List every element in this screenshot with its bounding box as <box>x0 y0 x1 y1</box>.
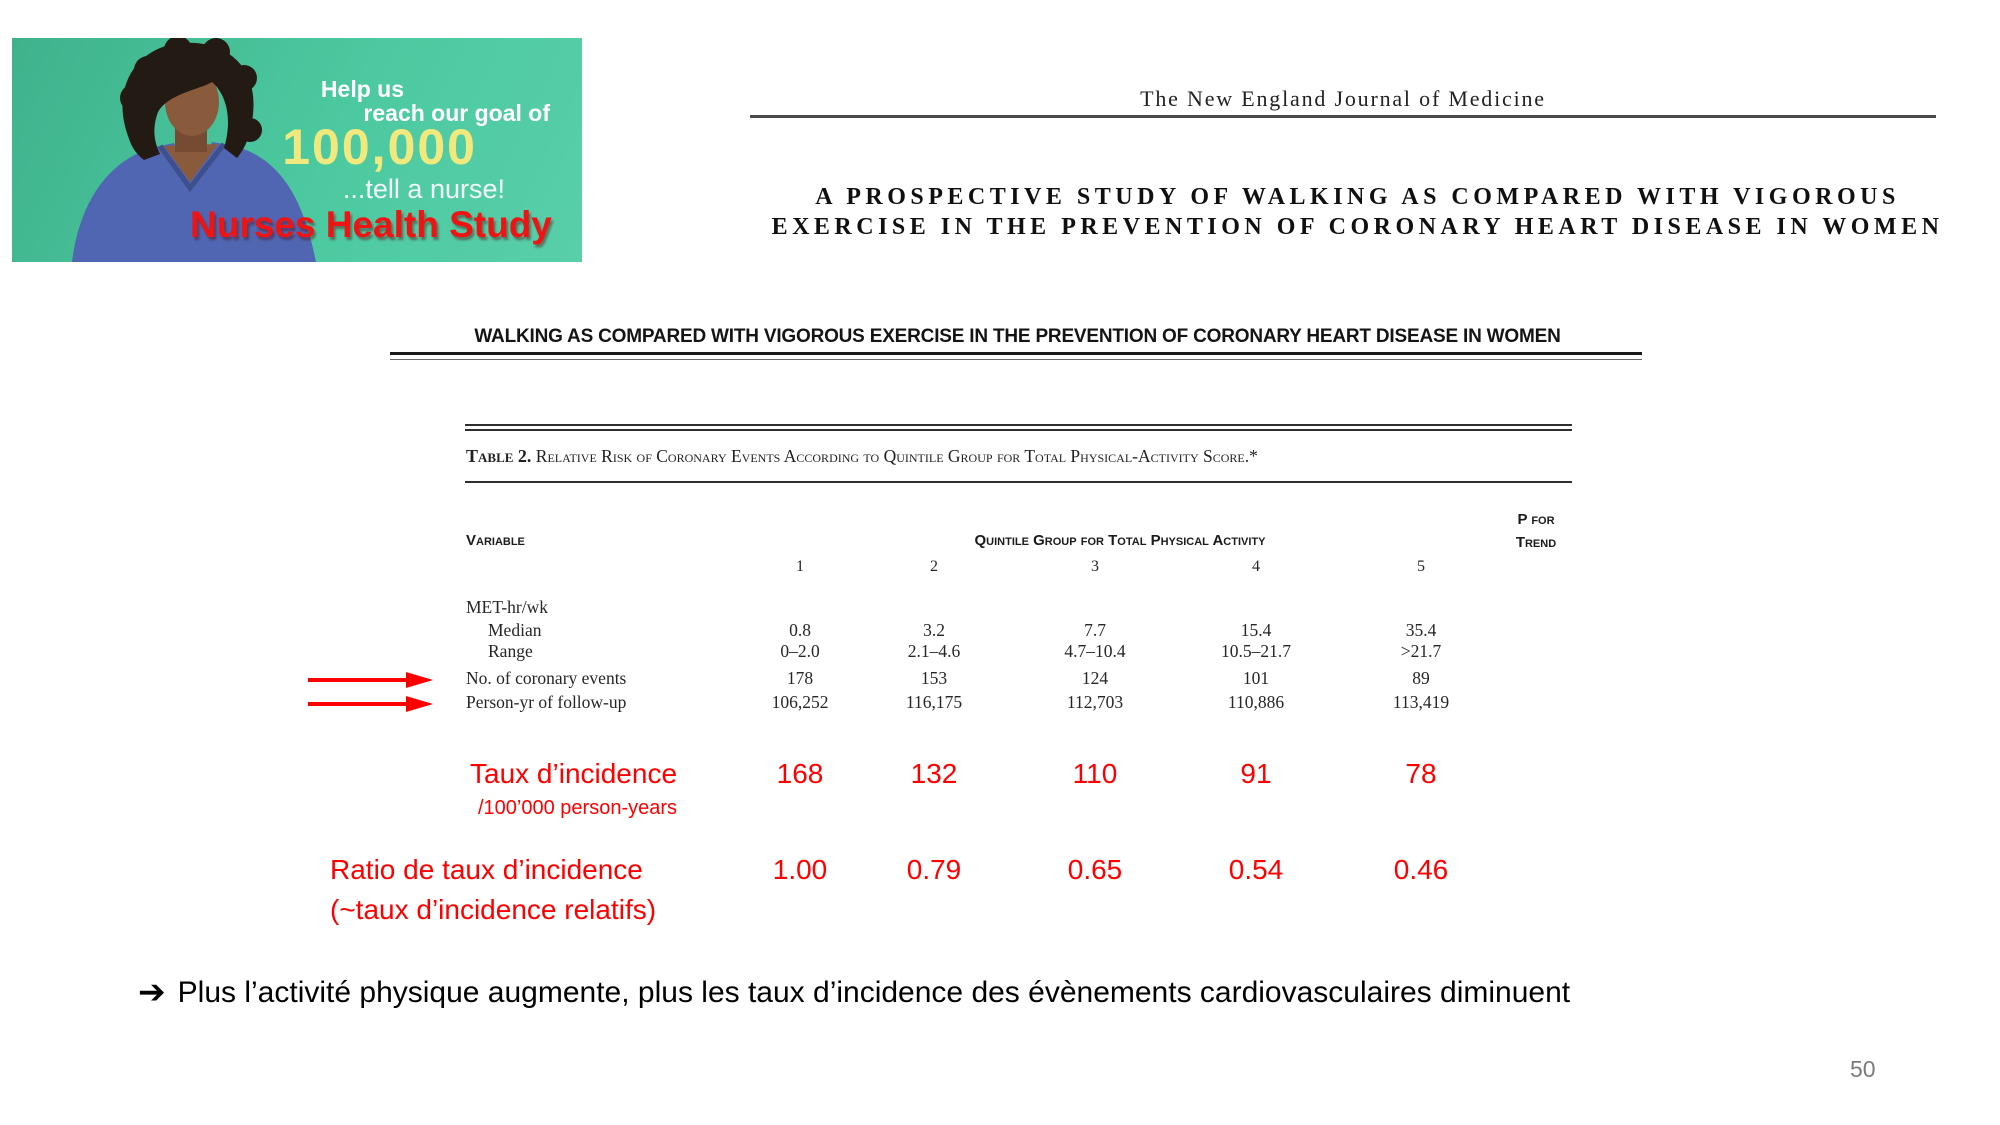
table-row-label: MET-hr/wk <box>466 597 548 617</box>
table-cell: 153 <box>920 668 948 688</box>
table-cell: 3.2 <box>923 620 945 640</box>
running-head-rule <box>390 352 1642 360</box>
table-cell: 10.5–21.7 <box>1221 641 1291 661</box>
table-cell: 124 <box>1081 668 1109 688</box>
nurses-health-study-banner: Help us reach our goal of 100,000 ...tel… <box>12 38 582 262</box>
column-header-quintile-group: Quintile Group for Total Physical Activi… <box>974 532 1266 549</box>
table-cell: 112,703 <box>1066 692 1124 712</box>
table-cell: 89 <box>1412 668 1430 688</box>
banner-tagline: ...tell a nurse! <box>342 174 505 204</box>
table-caption: Table 2. Relative Risk of Coronary Event… <box>466 446 1572 467</box>
quintile-number-1: 1 <box>796 558 804 575</box>
nurse-photo <box>72 38 316 262</box>
rate-ratio-note: (~taux d’incidence relatifs) <box>330 894 657 925</box>
column-header-p-for-trend: P for Trend <box>1515 511 1557 551</box>
banner-help-line1: Help us <box>320 76 404 102</box>
rate-ratio-value: 0.46 <box>1393 854 1449 885</box>
conclusion-line: ➔ Plus l’activité physique augmente, plus… <box>138 972 1570 1011</box>
rate-ratio-value: 1.00 <box>772 854 828 885</box>
incidence-rate-label: Taux d’incidence <box>470 758 678 789</box>
table-caption-rule <box>465 481 1572 483</box>
quintile-number-4: 4 <box>1252 558 1260 575</box>
table-cell: 2.1–4.6 <box>907 641 961 661</box>
red-arrow-icon <box>308 696 433 712</box>
table-cell: 116,175 <box>905 692 963 712</box>
masthead-rule <box>750 115 1936 118</box>
article-title-line1: A PROSPECTIVE STUDY OF WALKING AS COMPAR… <box>815 184 1900 210</box>
table-caption-text: Relative Risk of Coronary Events Accordi… <box>535 446 1258 466</box>
rate-ratio-value: 0.79 <box>906 854 962 885</box>
incidence-rate-value: 132 <box>910 758 958 789</box>
quintile-number-5: 5 <box>1417 558 1425 575</box>
red-arrow-icon <box>308 672 433 688</box>
journal-masthead: The New England Journal of Medicine <box>1140 86 1546 111</box>
incidence-rate-value: 168 <box>776 758 824 789</box>
table-cell: 7.7 <box>1084 620 1106 640</box>
rate-ratio-label: Ratio de taux d’incidence <box>330 854 643 885</box>
conclusion-text: Plus l’activité physique augmente, plus … <box>177 976 1571 1009</box>
article-title: A PROSPECTIVE STUDY OF WALKING AS COMPAR… <box>760 182 1955 242</box>
incidence-rate-value: 110 <box>1072 758 1118 789</box>
column-header-variable: Variable <box>466 532 525 549</box>
banner-goal-number: 100,000 <box>282 119 477 175</box>
banner-title: Nurses Health Study <box>190 204 552 245</box>
table-cell: 101 <box>1242 668 1270 688</box>
table-row-label: Median <box>488 620 542 640</box>
table-cell: 110,886 <box>1227 692 1285 712</box>
banner-help-line2: reach our goal of <box>363 100 550 126</box>
quintile-number-2: 2 <box>930 558 938 575</box>
incidence-rate-value: 91 <box>1240 758 1272 789</box>
quintile-number-3: 3 <box>1091 558 1099 575</box>
table-cell: 178 <box>786 668 814 688</box>
table-cell: 35.4 <box>1405 620 1437 640</box>
table-cell: 0–2.0 <box>780 641 820 661</box>
rate-ratio-value: 0.54 <box>1228 854 1284 885</box>
table-row-label: No. of coronary events <box>466 668 627 688</box>
incidence-rate-value: 78 <box>1405 758 1437 789</box>
table-cell: 4.7–10.4 <box>1064 641 1126 661</box>
running-head: WALKING AS COMPARED WITH VIGOROUS EXERCI… <box>474 326 1561 347</box>
table-top-rule <box>465 424 1572 431</box>
article-title-line2: EXERCISE IN THE PREVENTION OF CORONARY H… <box>771 214 1944 240</box>
page-number: 50 <box>1850 1056 1876 1082</box>
table-cell: 15.4 <box>1240 620 1272 640</box>
table-row-label: Range <box>488 641 533 661</box>
table-cell: >21.7 <box>1400 641 1442 661</box>
rate-ratio-value: 0.65 <box>1067 854 1123 885</box>
incidence-rate-unit: /100’000 person-years <box>478 797 678 819</box>
arrow-right-icon: ➔ <box>138 973 166 1010</box>
table-caption-label: Table 2. <box>466 446 532 466</box>
table-cell: 113,419 <box>1392 692 1450 712</box>
table-cell: 106,252 <box>771 692 829 712</box>
table-cell: 0.8 <box>789 620 811 640</box>
table-row-label: Person-yr of follow-up <box>466 692 627 712</box>
